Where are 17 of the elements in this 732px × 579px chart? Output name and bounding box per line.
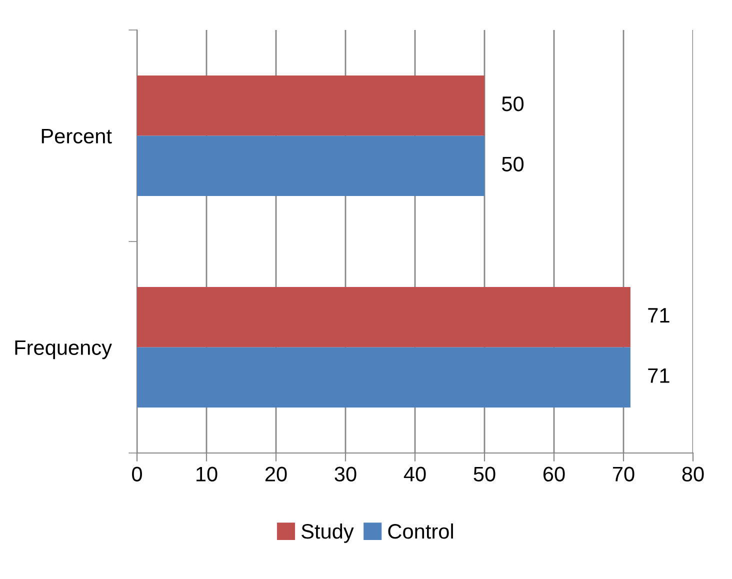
legend-label: Study <box>302 523 354 543</box>
data-label: 50 <box>502 156 524 172</box>
x-tick-label: 10 <box>196 466 218 482</box>
x-tick-label: 60 <box>543 466 565 482</box>
x-tick-label: 50 <box>474 466 496 482</box>
y-tick-label: Percent <box>42 128 112 144</box>
data-label: 50 <box>502 96 524 112</box>
data-label: 71 <box>648 308 670 322</box>
x-tick-label: 0 <box>132 466 142 482</box>
x-tick-label: 20 <box>265 466 287 482</box>
legend-label: Control <box>388 523 453 539</box>
x-tick-label: 40 <box>404 466 426 482</box>
x-tick-label: 80 <box>682 466 704 482</box>
data-label: 71 <box>648 368 670 383</box>
y-tick-label: Frequency <box>15 340 112 360</box>
x-tick-label: 30 <box>334 466 356 482</box>
x-tick-label: 70 <box>612 466 634 482</box>
